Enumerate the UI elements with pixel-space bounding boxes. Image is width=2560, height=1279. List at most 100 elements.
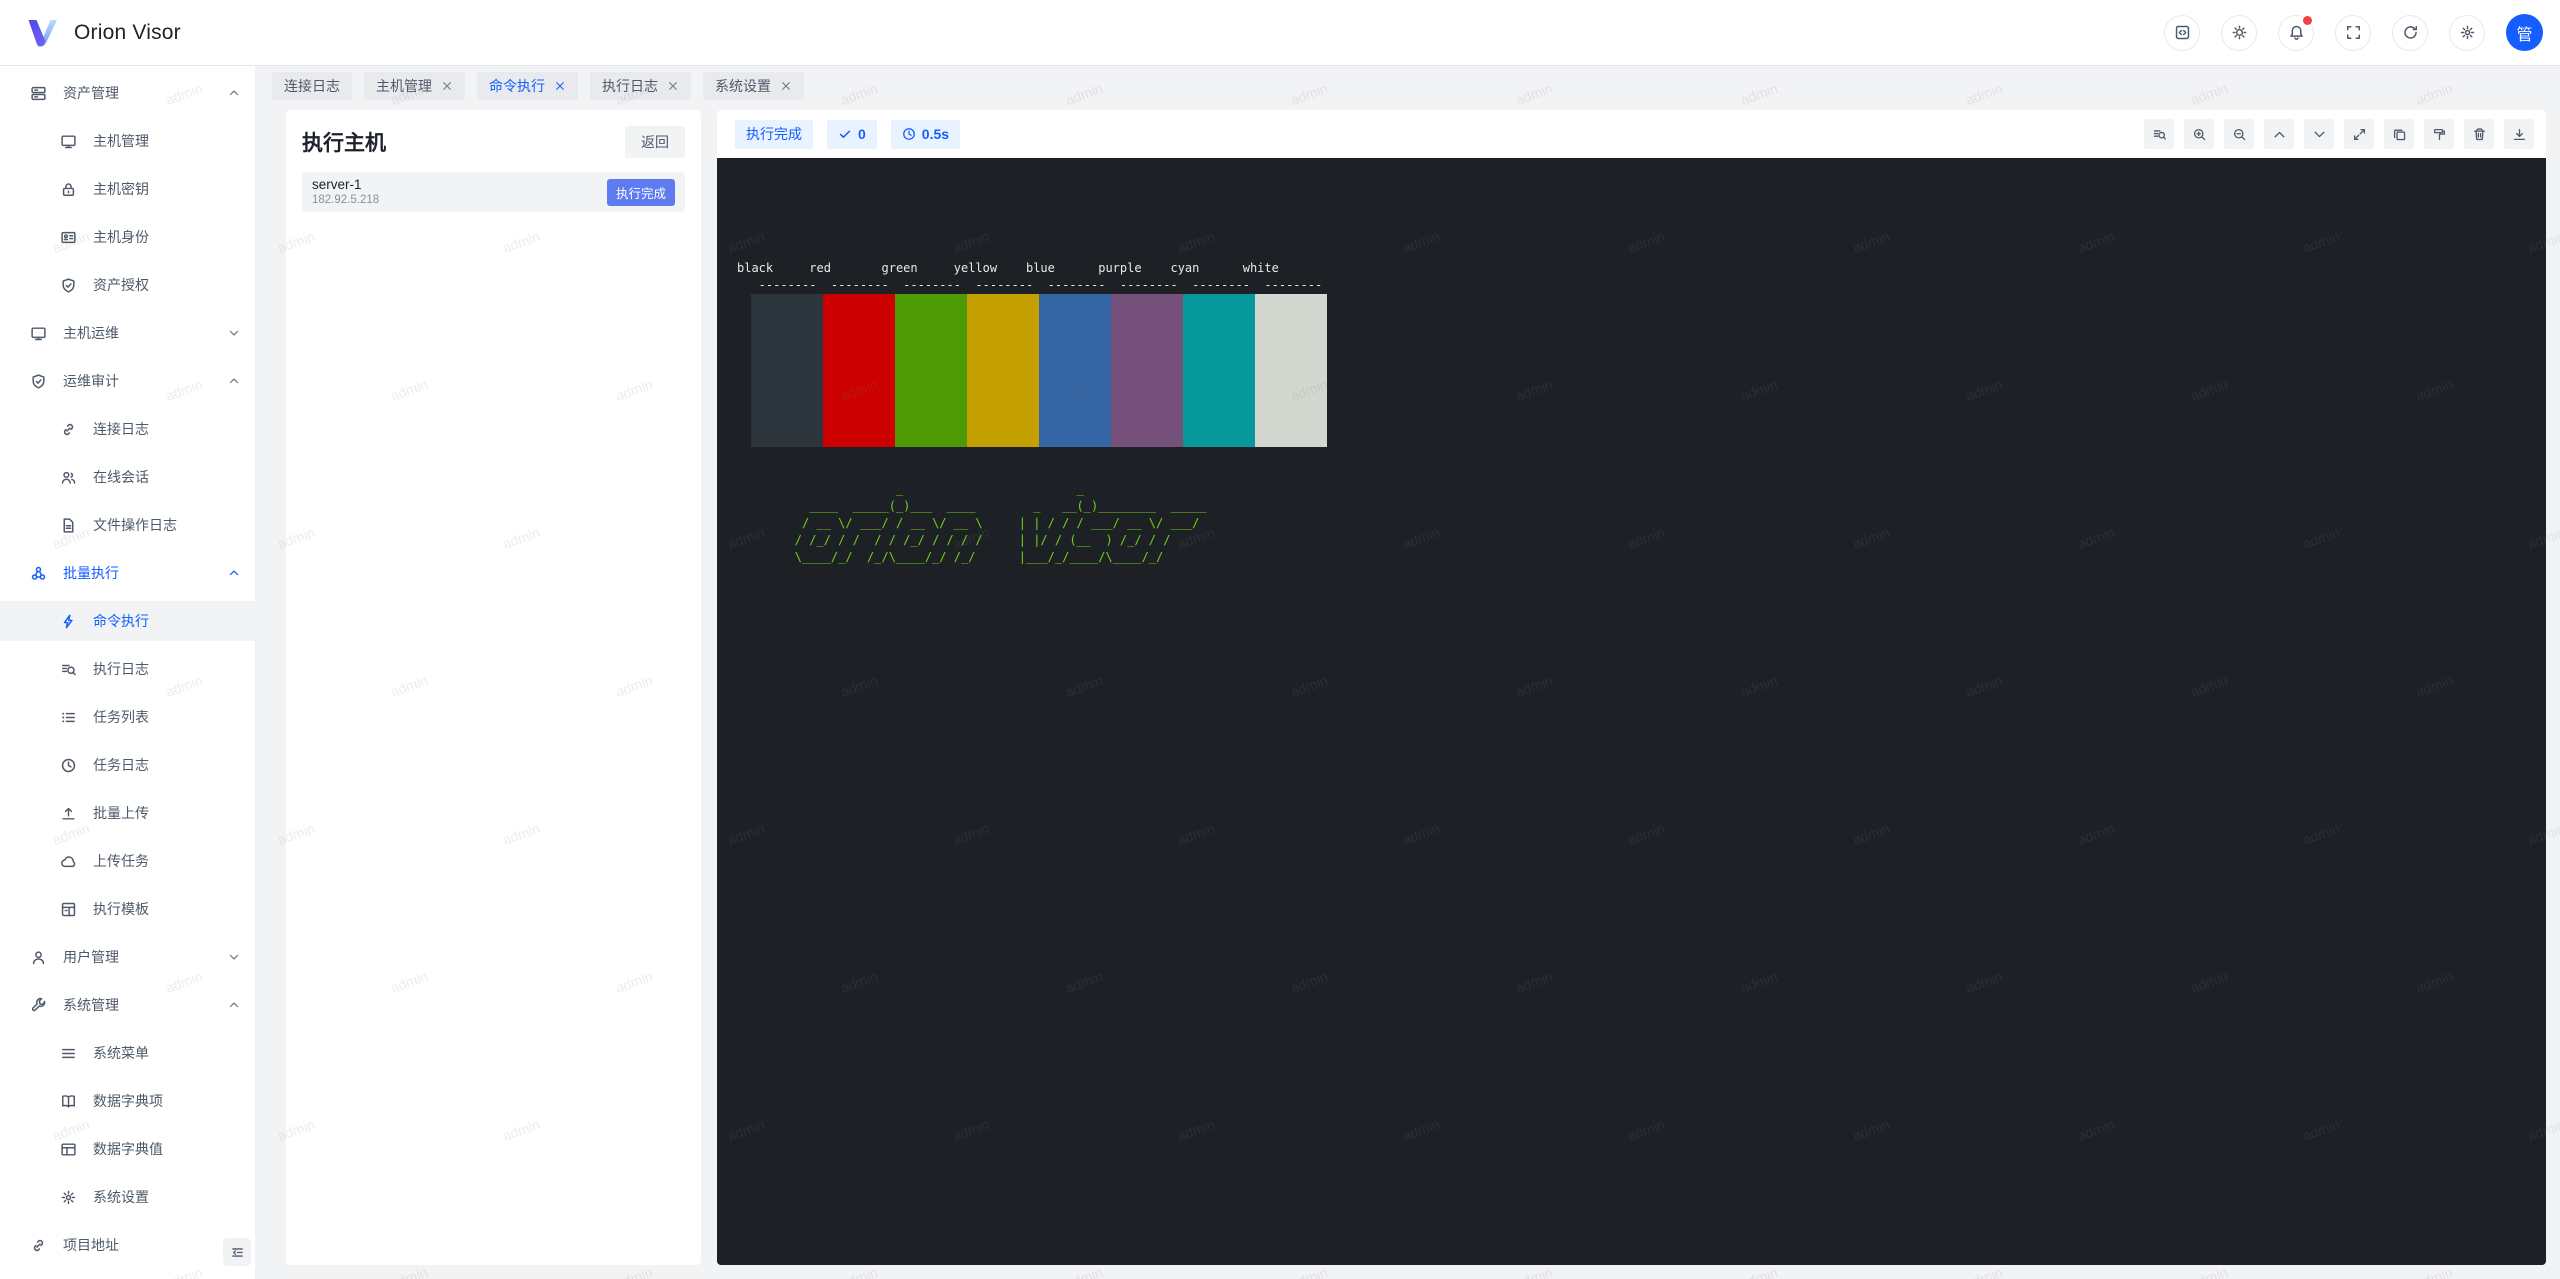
terminal-color-test-text: black red green yellow blue purple cyan … [737, 261, 1323, 292]
sidebar-item-label: 系统管理 [63, 997, 119, 1013]
refresh-icon [2402, 24, 2419, 41]
panel-title: 执行主机 [302, 132, 386, 155]
sidebar-item-label: 数据字典项 [93, 1093, 163, 1109]
duration-badge: 0.5s [890, 119, 961, 149]
bolt-icon [60, 613, 77, 630]
roller-button[interactable] [2424, 119, 2454, 149]
sidebar-item-资产管理[interactable]: 资产管理 [0, 73, 255, 113]
fullscreen-button[interactable] [2335, 14, 2371, 51]
check-icon [839, 130, 851, 139]
sidebar-item-系统菜单[interactable]: 系统菜单 [0, 1033, 255, 1073]
search-log-button[interactable] [2144, 119, 2174, 149]
tab-close-icon[interactable] [441, 80, 453, 92]
tab-label: 主机管理 [376, 78, 432, 94]
chevron-up-icon [227, 374, 241, 388]
cloud-icon [60, 853, 77, 870]
sun-icon [2231, 24, 2248, 41]
sidebar-item-主机身份[interactable]: 主机身份 [0, 217, 255, 257]
sidebar-item-在线会话[interactable]: 在线会话 [0, 457, 255, 497]
tab-系统设置[interactable]: 系统设置 [703, 72, 804, 100]
trash-button[interactable] [2464, 119, 2494, 149]
tab-label: 连接日志 [284, 78, 340, 94]
tab-close-icon[interactable] [554, 80, 566, 92]
sidebar-item-连接日志[interactable]: 连接日志 [0, 409, 255, 449]
server-icon [30, 85, 47, 102]
exit-code-value: 0 [858, 126, 866, 142]
refresh-button[interactable] [2392, 14, 2428, 51]
zoom-in-button[interactable] [2184, 119, 2214, 149]
sidebar-item-label: 系统菜单 [93, 1045, 149, 1061]
sidebar-item-批量上传[interactable]: 批量上传 [0, 793, 255, 833]
sidebar-item-上传任务[interactable]: 上传任务 [0, 841, 255, 881]
sidebar-item-用户管理[interactable]: 用户管理 [0, 937, 255, 977]
sidebar-item-数据字典值[interactable]: 数据字典值 [0, 1129, 255, 1169]
shield-check-icon [30, 373, 47, 390]
sidebar-item-执行日志[interactable]: 执行日志 [0, 649, 255, 689]
sidebar-item-运维审计[interactable]: 运维审计 [0, 361, 255, 401]
tab-close-icon[interactable] [780, 80, 792, 92]
watermark-text: admin [388, 1263, 430, 1279]
sun-button[interactable] [2221, 14, 2257, 51]
tab-命令执行[interactable]: 命令执行 [477, 72, 578, 100]
sidebar-item-文件操作日志[interactable]: 文件操作日志 [0, 505, 255, 545]
host-status-badge: 执行完成 [606, 178, 675, 206]
sidebar-item-命令执行[interactable]: 命令执行 [0, 601, 255, 641]
tab-执行日志[interactable]: 执行日志 [590, 72, 691, 100]
tab-连接日志[interactable]: 连接日志 [272, 72, 352, 100]
sidebar-item-label: 数据字典值 [93, 1141, 163, 1157]
sidebar-item-任务日志[interactable]: 任务日志 [0, 745, 255, 785]
gear-button[interactable] [2449, 14, 2485, 51]
table-icon [60, 1141, 77, 1158]
sidebar-item-批量执行[interactable]: 批量执行 [0, 553, 255, 593]
sidebar-item-主机运维[interactable]: 主机运维 [0, 313, 255, 353]
chevron-up-icon [227, 566, 241, 580]
download-button[interactable] [2504, 119, 2534, 149]
copy-button[interactable] [2384, 119, 2414, 149]
user-avatar[interactable]: 管 [2506, 14, 2543, 51]
lock-icon [60, 181, 77, 198]
arrow-up-button[interactable] [2264, 119, 2294, 149]
sidebar-item-数据字典项[interactable]: 数据字典项 [0, 1081, 255, 1121]
status-badges: 执行完成 0 0.5s [735, 119, 961, 149]
sidebar-item-主机管理[interactable]: 主机管理 [0, 121, 255, 161]
sidebar-item-label: 运维审计 [63, 373, 119, 389]
sidebar-item-系统管理[interactable]: 系统管理 [0, 985, 255, 1025]
sidebar-item-任务列表[interactable]: 任务列表 [0, 697, 255, 737]
watermark-text: admin [1288, 1263, 1330, 1279]
roller-icon [2432, 127, 2447, 142]
host-item-server-1[interactable]: server-1 182.92.5.218 执行完成 [302, 172, 685, 212]
host-ip: 182.92.5.218 [312, 193, 380, 206]
gear-icon [60, 1189, 77, 1206]
sidebar-item-执行模板[interactable]: 执行模板 [0, 889, 255, 929]
host-meta: server-1 182.92.5.218 [312, 177, 379, 207]
expand-button[interactable] [2344, 119, 2374, 149]
arrow-down-button[interactable] [2304, 119, 2334, 149]
search-log-icon [2152, 127, 2167, 142]
tab-bar: 连接日志 主机管理 命令执行 执行日志 系统设置 [256, 66, 2560, 106]
tab-close-icon[interactable] [667, 80, 679, 92]
back-button[interactable]: 返回 [625, 126, 685, 158]
bell-icon [2288, 24, 2305, 41]
sidebar-item-系统设置[interactable]: 系统设置 [0, 1177, 255, 1217]
logo-v-icon [28, 19, 57, 46]
bell-button[interactable] [2278, 14, 2314, 51]
sidebar-item-label: 执行日志 [93, 661, 149, 677]
terminal-output-area[interactable]: black red green yellow blue purple cyan … [717, 158, 2546, 1265]
sidebar-item-label: 用户管理 [63, 949, 119, 965]
users-icon [60, 469, 77, 486]
watermark-text: admin [838, 1263, 880, 1279]
sidebar-item-项目地址[interactable]: 项目地址 [0, 1225, 255, 1265]
sidebar-item-资产授权[interactable]: 资产授权 [0, 265, 255, 305]
sidebar-collapse-button[interactable] [223, 1238, 251, 1266]
sidebar-item-label: 上传任务 [93, 853, 149, 869]
copy-icon [2392, 127, 2407, 142]
watermark-text: admin [1513, 1263, 1555, 1279]
code-square-button[interactable] [2164, 14, 2200, 51]
tab-主机管理[interactable]: 主机管理 [364, 72, 465, 100]
color-block-black [751, 294, 823, 447]
cluster-icon [30, 565, 47, 582]
sidebar-item-label: 资产授权 [93, 277, 149, 293]
zoom-out-button[interactable] [2224, 119, 2254, 149]
color-block-cyan [1183, 294, 1255, 447]
sidebar-item-主机密钥[interactable]: 主机密钥 [0, 169, 255, 209]
